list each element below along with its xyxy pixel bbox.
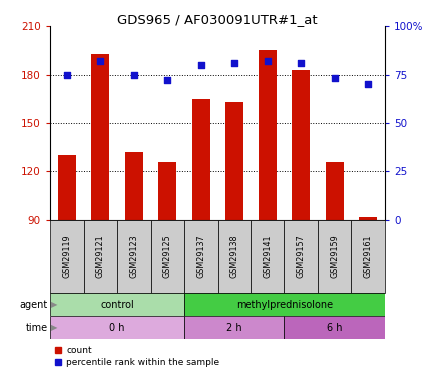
- Text: time: time: [26, 323, 48, 333]
- Bar: [124, 152, 143, 220]
- Bar: [184, 220, 217, 293]
- Text: GSM29125: GSM29125: [162, 234, 171, 278]
- Point: [130, 72, 137, 78]
- Text: GSM29123: GSM29123: [129, 234, 138, 278]
- Point: [97, 58, 104, 64]
- Text: 6 h: 6 h: [326, 323, 342, 333]
- Point: [297, 60, 304, 66]
- Point: [230, 60, 237, 66]
- Bar: [184, 293, 384, 316]
- Bar: [150, 220, 184, 293]
- Text: ▶: ▶: [51, 300, 57, 309]
- Bar: [191, 99, 210, 220]
- Bar: [224, 102, 243, 220]
- Point: [264, 58, 271, 64]
- Bar: [91, 54, 109, 220]
- Bar: [57, 155, 76, 220]
- Text: GSM29161: GSM29161: [363, 235, 372, 278]
- Text: methylprednisolone: methylprednisolone: [235, 300, 332, 309]
- Text: GSM29119: GSM29119: [62, 234, 71, 278]
- Point: [331, 75, 338, 81]
- Text: GDS965 / AF030091UTR#1_at: GDS965 / AF030091UTR#1_at: [117, 13, 317, 26]
- Text: GSM29157: GSM29157: [296, 234, 305, 278]
- Bar: [50, 220, 83, 293]
- Text: 0 h: 0 h: [109, 323, 125, 333]
- Bar: [291, 70, 310, 220]
- Bar: [158, 162, 176, 220]
- Text: control: control: [100, 300, 134, 309]
- Bar: [258, 51, 276, 220]
- Bar: [317, 220, 351, 293]
- Bar: [325, 162, 343, 220]
- Bar: [50, 293, 184, 316]
- Text: agent: agent: [20, 300, 48, 309]
- Bar: [117, 220, 150, 293]
- Point: [164, 77, 171, 83]
- Bar: [217, 220, 250, 293]
- Point: [197, 62, 204, 68]
- Text: 2 h: 2 h: [226, 323, 241, 333]
- Text: GSM29141: GSM29141: [263, 235, 272, 278]
- Bar: [250, 220, 284, 293]
- Point: [364, 81, 371, 87]
- Bar: [50, 316, 184, 339]
- Point: [63, 72, 70, 78]
- Text: ▶: ▶: [51, 323, 57, 332]
- Bar: [83, 220, 117, 293]
- Bar: [284, 220, 317, 293]
- Bar: [184, 316, 284, 339]
- Text: GSM29137: GSM29137: [196, 234, 205, 278]
- Bar: [351, 220, 384, 293]
- Text: GSM29138: GSM29138: [229, 235, 238, 278]
- Text: GSM29121: GSM29121: [95, 234, 105, 278]
- Bar: [284, 316, 384, 339]
- Legend: count, percentile rank within the sample: count, percentile rank within the sample: [50, 342, 223, 370]
- Bar: [358, 216, 377, 220]
- Text: GSM29159: GSM29159: [329, 234, 339, 278]
